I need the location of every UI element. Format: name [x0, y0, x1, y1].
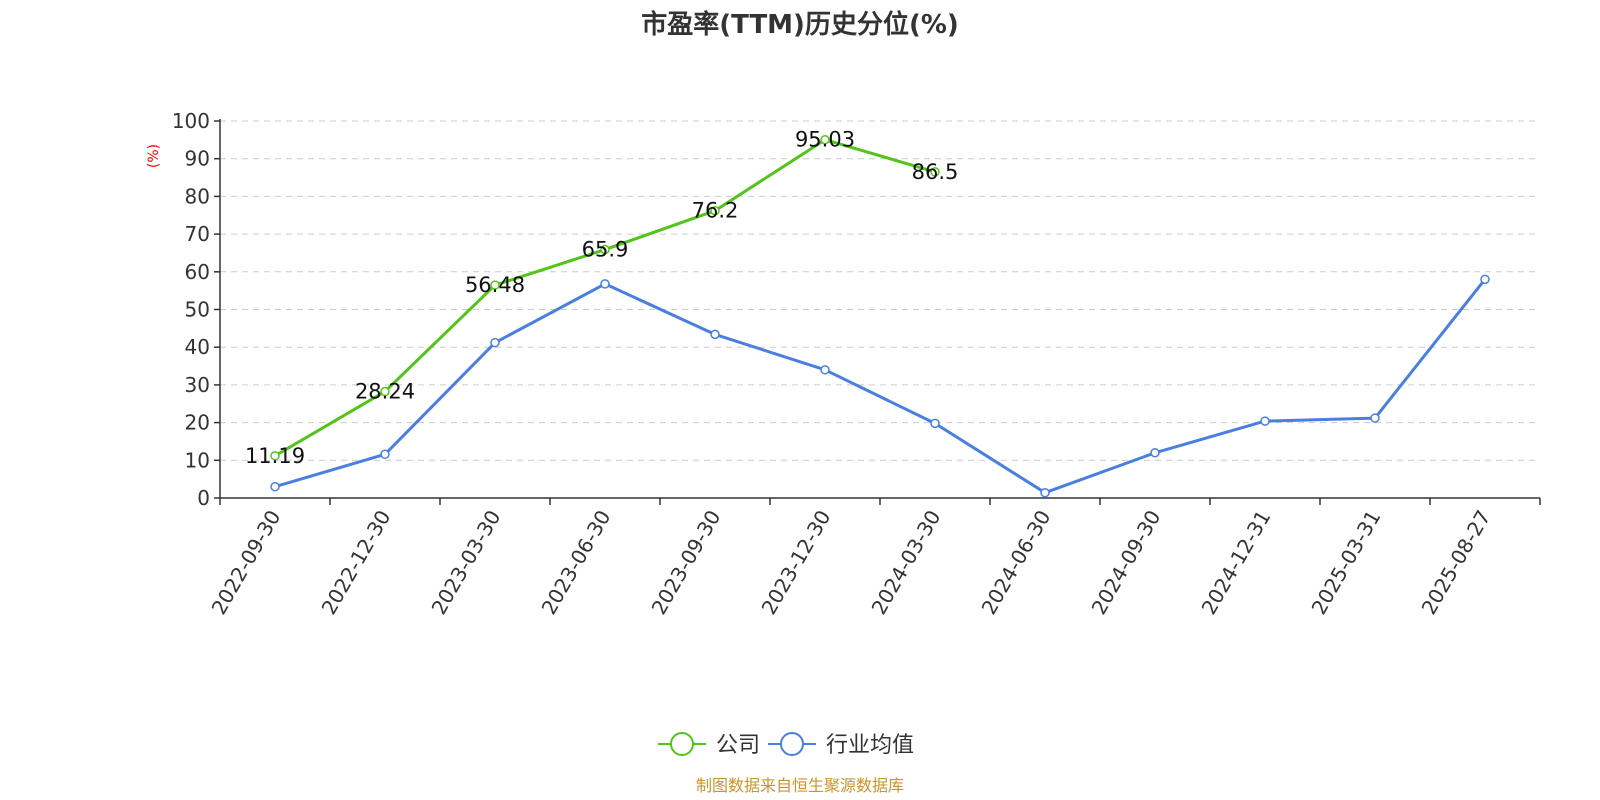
y-tick-label: 60: [185, 260, 210, 284]
x-tick-label: 2024-06-30: [976, 506, 1055, 619]
data-point[interactable]: [600, 244, 610, 255]
series-layer: [270, 134, 1490, 498]
legend-item-1[interactable]: 行业均值: [768, 732, 914, 758]
data-point[interactable]: [380, 386, 390, 397]
data-point[interactable]: [1150, 448, 1160, 458]
y-axis-ticks: 0 10 20 30 40 50 60 70 80 90 100: [172, 109, 220, 510]
y-tick-label: 100: [172, 109, 210, 133]
x-tick-label: 2025-08-27: [1416, 506, 1495, 619]
data-label: 86.5: [912, 160, 959, 184]
data-point[interactable]: [1480, 274, 1490, 285]
y-tick-label: 30: [185, 373, 210, 397]
y-tick-label: 70: [185, 222, 210, 246]
data-label: 95.03: [795, 128, 855, 152]
y-tick-label: 10: [185, 448, 210, 472]
legend[interactable]: 公司 行业均值: [658, 732, 914, 758]
data-label: 28.24: [355, 380, 415, 404]
y-axis-unit-label: (%): [146, 144, 162, 168]
y-tick-label: 80: [185, 184, 210, 208]
data-label: 76.2: [692, 199, 739, 223]
grid-lines: [220, 120, 1540, 461]
data-point[interactable]: [490, 280, 500, 290]
x-tick-label: 2023-06-30: [536, 506, 615, 619]
legend-item-0[interactable]: 公司: [658, 732, 760, 758]
series-line-1: [274, 278, 1487, 495]
x-tick-label: 2023-03-30: [426, 506, 505, 619]
x-tick-label: 2024-03-30: [866, 506, 945, 619]
data-point[interactable]: [820, 134, 830, 145]
x-tick-label: 2023-12-30: [756, 506, 835, 619]
data-labels: 11.19 28.24 56.48 65.9 76.2 95.03 86.5: [245, 128, 958, 468]
y-tick-label: 90: [185, 147, 210, 171]
data-point[interactable]: [270, 451, 280, 461]
data-point[interactable]: [600, 279, 610, 289]
data-point[interactable]: [710, 329, 720, 340]
data-point[interactable]: [1260, 416, 1270, 426]
data-point[interactable]: [710, 205, 720, 216]
legend-swatch-marker: [670, 732, 694, 756]
x-tick-label: 2022-09-30: [206, 506, 285, 619]
y-tick-label: 40: [185, 335, 210, 359]
data-point[interactable]: [380, 449, 390, 460]
data-point[interactable]: [930, 418, 940, 429]
legend-label: 公司: [716, 733, 760, 758]
data-point[interactable]: [1370, 413, 1380, 423]
legend-label: 行业均值: [826, 733, 914, 758]
x-tick-label: 2022-12-30: [316, 506, 395, 619]
axes: [219, 119, 1540, 499]
data-label: 11.19: [245, 444, 305, 468]
x-tick-label: 2024-09-30: [1086, 506, 1165, 619]
data-point[interactable]: [270, 481, 280, 492]
y-tick-label: 0: [197, 486, 210, 510]
source-note: 制图数据来自恒生聚源数据库: [696, 776, 904, 795]
series-line-0: [274, 138, 936, 458]
data-point[interactable]: [820, 365, 830, 375]
x-tick-label: 2023-09-30: [646, 506, 725, 619]
y-tick-label: 50: [185, 298, 210, 322]
data-label: 65.9: [582, 238, 629, 262]
x-tick-label: 2024-12-31: [1196, 506, 1275, 619]
data-label: 56.48: [465, 273, 525, 297]
legend-swatch-marker: [780, 732, 804, 756]
data-point[interactable]: [930, 167, 940, 177]
x-tick-label: 2025-03-31: [1306, 506, 1385, 619]
data-point[interactable]: [1040, 487, 1050, 498]
chart-title: 市盈率(TTM)历史分位(%): [641, 9, 959, 40]
x-axis-ticks: 2022-09-30 2022-12-30 2023-03-30 2023-06-30…: [206, 498, 1541, 619]
y-tick-label: 20: [185, 411, 210, 435]
data-point[interactable]: [490, 337, 500, 348]
